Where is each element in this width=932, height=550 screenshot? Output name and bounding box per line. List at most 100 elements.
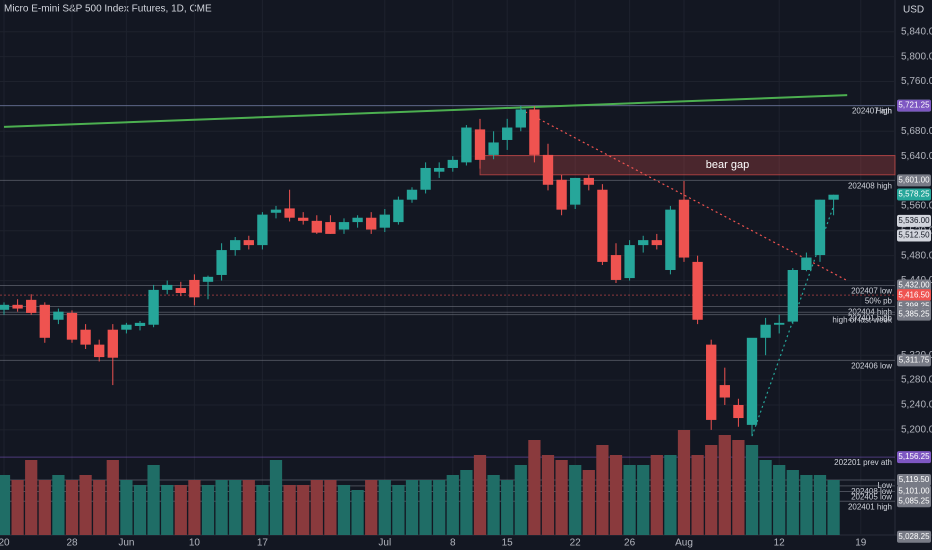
volume-bar [528, 440, 541, 535]
price-tag-label: 5,578.25 [898, 190, 930, 199]
candle-body [80, 329, 91, 345]
price-tag-label: 5,721.25 [898, 101, 930, 110]
candle-body [134, 322, 146, 326]
candle-body [597, 189, 608, 262]
volume-bar [79, 475, 92, 535]
candle-body [162, 284, 173, 290]
price-tag [897, 174, 931, 187]
candle-body [542, 154, 554, 185]
x-tick-label: Jun [118, 538, 134, 549]
candle-body [311, 220, 322, 233]
y-tick-label: 5,560.00 [901, 201, 932, 212]
price-tag-label: 5,536.00 [898, 216, 930, 225]
candle-body [121, 324, 132, 330]
candle-body [94, 344, 105, 358]
volume-bar [732, 440, 745, 535]
candle-body [175, 288, 186, 294]
volume-bar [541, 455, 555, 535]
price-tag [897, 354, 931, 367]
price-tag [897, 308, 931, 321]
trendline [520, 108, 848, 282]
volume-bar [351, 490, 364, 535]
volume-bar [161, 485, 174, 535]
volume-bar [759, 460, 772, 535]
x-tick-label: 20 [0, 538, 10, 549]
volume-bar [473, 455, 487, 535]
x-tick-label: 15 [502, 538, 514, 549]
chart-title: Micro E-mini S&P 500 Index Futures, 1D, … [4, 4, 212, 15]
x-tick-label: 22 [570, 538, 582, 549]
volume-bar [773, 465, 786, 535]
volume-bar [433, 480, 446, 535]
volume-bar [786, 470, 799, 535]
x-tick-label: 8 [450, 538, 456, 549]
candle-body [148, 289, 159, 325]
volume-bar [677, 430, 691, 535]
volume-bar [405, 480, 419, 535]
volume-bar [596, 445, 609, 535]
level-label: 202401 high [848, 502, 892, 511]
candle-body [719, 385, 730, 398]
volume-bar [664, 455, 677, 535]
level-label: 50% pb [865, 296, 893, 305]
candle-body [461, 127, 472, 163]
candle-body [352, 217, 363, 223]
price-tag-label: 5,432.00 [898, 281, 930, 290]
price-tag [897, 229, 931, 242]
candle-body [828, 194, 839, 200]
volume-bar [38, 480, 51, 535]
volume-bar [650, 455, 663, 535]
volume-bar [242, 480, 255, 535]
level-label: 202201 prev ath [834, 458, 892, 467]
volume-bar [147, 465, 160, 535]
trendline [3, 94, 848, 128]
x-tick-label: Jul [378, 538, 391, 549]
candle-body [570, 177, 581, 205]
volume-bar [745, 445, 759, 535]
candle-body [230, 240, 241, 251]
candle-body [420, 167, 431, 190]
level-label: high of last week [832, 316, 893, 325]
y-tick-label: 5,680.00 [901, 126, 932, 137]
candle-body [270, 209, 282, 213]
candle-body [502, 127, 513, 140]
volume-bar [569, 465, 582, 535]
volume-bar [310, 480, 323, 535]
volume-bar [52, 475, 65, 535]
y-tick-label: 5,280.00 [901, 375, 932, 386]
price-tag [897, 99, 931, 112]
candle-body [39, 304, 50, 338]
candle-body [0, 304, 10, 310]
candle-body [706, 344, 717, 420]
candle-body [665, 209, 676, 270]
level-label: High [876, 107, 892, 116]
price-tag [897, 289, 931, 302]
volume-bar [378, 480, 391, 535]
level-label: 202406 low [851, 361, 892, 370]
candle-body [216, 250, 227, 275]
price-tag-label: 5,512.50 [898, 231, 930, 240]
price-tag-label: 5,311.75 [899, 355, 930, 364]
price-tag [897, 214, 931, 227]
level-label: 202405 low [851, 493, 892, 502]
volume-bar [201, 485, 215, 535]
candle-body [638, 240, 649, 246]
price-tag [897, 485, 931, 498]
volume-bar [256, 485, 269, 535]
volume-bar [827, 480, 840, 535]
zone [479, 155, 896, 176]
x-tick-label: 28 [66, 538, 78, 549]
volume-bar [215, 480, 228, 535]
level-label: 202407 low [851, 287, 892, 296]
candle-body [53, 311, 64, 320]
candle-body [366, 217, 377, 230]
volume-bar [337, 485, 351, 535]
volume-bar [582, 470, 595, 535]
candle-body [26, 299, 37, 313]
volume-bar [718, 435, 731, 535]
candle-body [202, 276, 214, 282]
x-tick-label: 17 [257, 538, 269, 549]
price-tag-label: 5,101.00 [898, 487, 930, 496]
volume-bar [487, 475, 500, 535]
volume-bar [501, 480, 514, 535]
